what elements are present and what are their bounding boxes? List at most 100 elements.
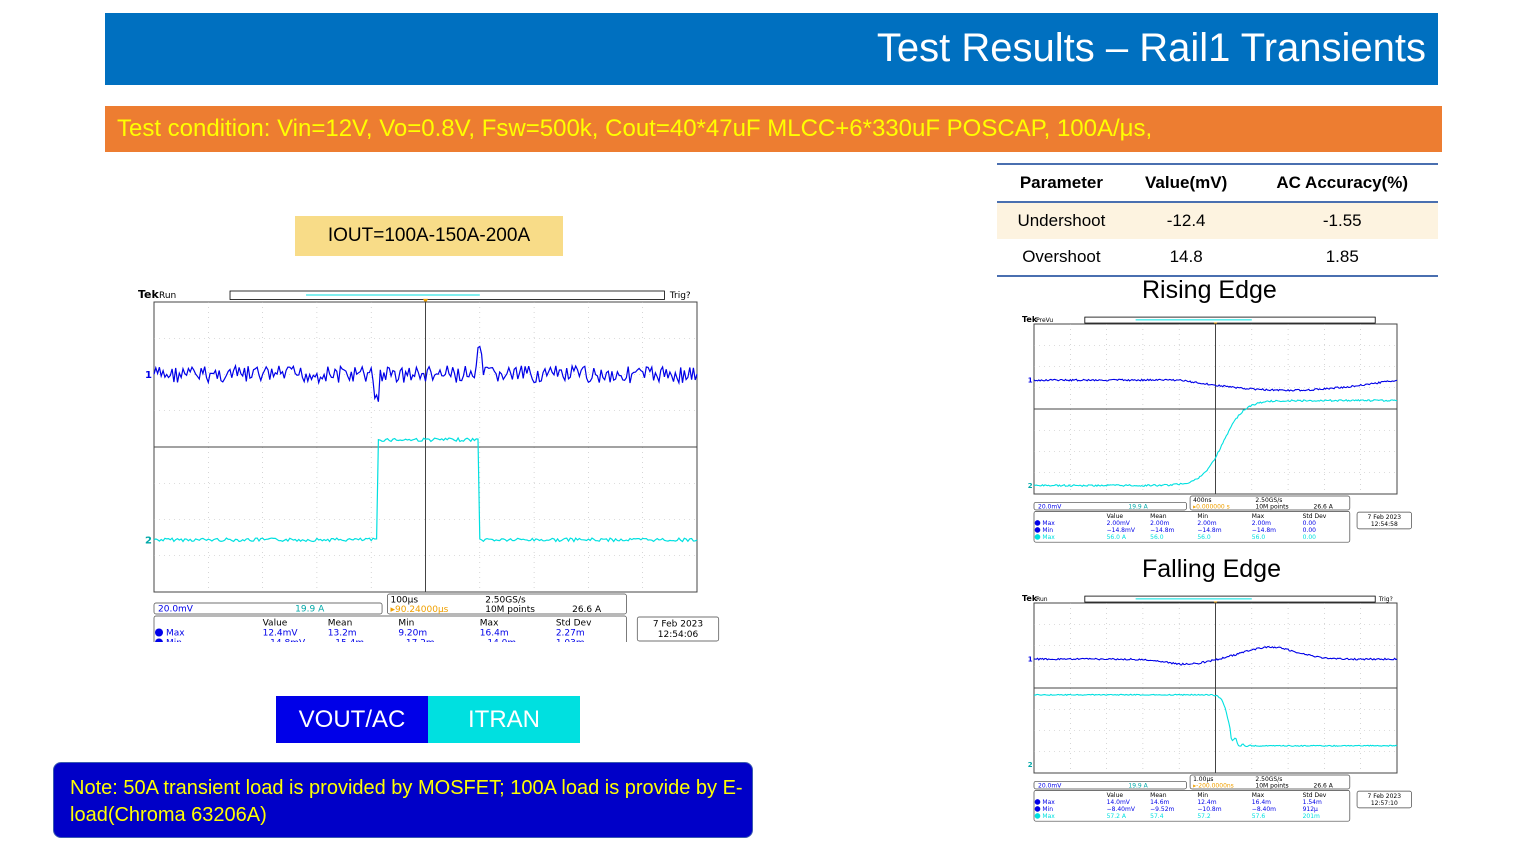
- measurement-value: −14.8m: [1252, 527, 1276, 534]
- measurement-value: 12.4m: [1197, 799, 1216, 806]
- page-title: Test Results – Rail1 Transients: [876, 26, 1426, 70]
- measurement-table: [153, 615, 627, 642]
- measurement-label: Max: [166, 629, 185, 639]
- measurement-value: 2.00mV: [1107, 520, 1131, 527]
- capture-date: 7 Feb 2023: [1368, 514, 1402, 521]
- measurement-value: 1.54m: [1303, 799, 1322, 806]
- table-cell: Undershoot: [997, 202, 1126, 239]
- channel-scale-box: [153, 602, 383, 615]
- timebase-box: [387, 593, 627, 615]
- trigger-level: 26.6 A: [572, 605, 602, 615]
- itran-waveform: [1033, 693, 1398, 748]
- capture-date: 7 Feb 2023: [653, 620, 703, 630]
- measurement-value: −8.40m: [1252, 806, 1276, 813]
- measurement-value: 56.0: [1252, 534, 1266, 541]
- measurement-label: Min: [1042, 527, 1053, 534]
- note-box: Note: 50A transient load is provided by …: [53, 762, 753, 838]
- results-header-row: Parameter Value(mV) AC Accuracy(%): [997, 163, 1438, 203]
- measurement-value: −14.8m: [1150, 527, 1174, 534]
- scope-brand: Tek: [1022, 315, 1038, 324]
- measurement-value: 12.4mV: [263, 629, 299, 639]
- measurement-header: Mean: [1150, 513, 1167, 520]
- measurement-value: 57.6: [1252, 813, 1266, 820]
- measurement-channel-icon: [1034, 813, 1041, 819]
- test-condition-bar: Test condition: Vin=12V, Vo=0.8V, Fsw=50…: [105, 106, 1442, 152]
- measurement-channel-icon: [1034, 527, 1041, 533]
- measurement-value: −14.8m: [1197, 527, 1221, 534]
- sample-rate: 2.50GS/s: [1255, 776, 1282, 783]
- datetime-box: [636, 616, 720, 642]
- timebase-box: [1189, 495, 1351, 511]
- measurement-value: 56.0: [1150, 534, 1164, 541]
- measurement-channel-icon: [1034, 806, 1041, 812]
- measurement-value: 912μ: [1303, 806, 1318, 813]
- scope-brand: Tek: [138, 288, 160, 301]
- ch2-marker-icon: 2: [1028, 761, 1033, 769]
- measurement-channel-icon: [1034, 534, 1041, 540]
- measurement-header: Min: [1197, 513, 1208, 520]
- measurement-value: 16.4m: [480, 629, 509, 639]
- vout-waveform: [1033, 378, 1398, 392]
- measurement-label: Min: [166, 639, 182, 643]
- measurement-table: [1033, 790, 1351, 822]
- ch2-marker-icon: 2: [145, 535, 152, 546]
- measurement-value: 57.4: [1150, 813, 1164, 820]
- table-row: Undershoot -12.4 -1.55: [997, 202, 1438, 239]
- measurement-channel-icon: [1034, 520, 1041, 526]
- trigger-position: ▸-200.0000ns: [1193, 783, 1234, 790]
- datetime-box: [1356, 511, 1412, 530]
- measurement-header: Mean: [328, 619, 353, 629]
- measurement-header: Std Dev: [1303, 792, 1327, 799]
- measurement-value: 2.00m: [1197, 520, 1216, 527]
- measurement-header: Max: [480, 619, 499, 629]
- scope-brand: Tek: [1022, 594, 1038, 603]
- measurement-header: Std Dev: [1303, 513, 1327, 520]
- measurement-value: 9.20m: [398, 629, 427, 639]
- timebase: 100μs: [390, 596, 418, 606]
- table-cell: 1.85: [1246, 239, 1438, 277]
- title-bar: Test Results – Rail1 Transients: [105, 13, 1438, 85]
- legend-vout: VOUT/AC: [276, 696, 428, 743]
- measurement-value: 1.03m: [556, 639, 585, 643]
- measurement-value: 2.00m: [1150, 520, 1169, 527]
- ch2-scale: 19.9 A: [1128, 503, 1148, 510]
- sample-rate: 2.50GS/s: [1255, 497, 1282, 504]
- scope-mode: PreVu: [1036, 317, 1053, 324]
- ch1-scale: 20.0mV: [1038, 782, 1062, 789]
- measurement-table: [1033, 511, 1351, 543]
- ch1-scale: 20.0mV: [158, 605, 194, 615]
- record-points: 10M points: [485, 605, 535, 615]
- measurement-label: Max: [1042, 520, 1055, 527]
- iout-label: IOUT=100A-150A-200A: [295, 216, 563, 256]
- measurement-value: 0.00: [1303, 527, 1317, 534]
- measurement-channel-icon: [155, 628, 163, 637]
- measurement-value: −14.8mV: [1107, 527, 1136, 534]
- trigger-level: 26.6 A: [1314, 504, 1334, 511]
- measurement-value: 2.00m: [1252, 520, 1271, 527]
- scope-mode: Run: [1036, 596, 1048, 603]
- trigger-position: ▸90.24000μs: [390, 605, 448, 615]
- measurement-value: 0.00: [1303, 534, 1317, 541]
- measurement-value: 56.0: [1197, 534, 1211, 541]
- channel-scale-box: [1033, 780, 1187, 790]
- ch1-marker-icon: 1: [145, 370, 152, 381]
- record-points: 10M points: [1255, 504, 1288, 511]
- scope-mode: Run: [159, 291, 176, 301]
- table-cell: Overshoot: [997, 239, 1126, 277]
- legend-itran: ITRAN: [428, 696, 580, 743]
- vout-waveform: [1033, 646, 1398, 666]
- timebase: 400ns: [1193, 497, 1211, 504]
- measurement-header: Min: [1197, 792, 1208, 799]
- measurement-header: Max: [1252, 792, 1265, 799]
- header-value: Value(mV): [1125, 163, 1247, 203]
- measurement-header: Value: [1107, 513, 1124, 520]
- timebase-box: [1189, 774, 1351, 790]
- itran-waveform: [153, 436, 698, 543]
- scope-trig-status: Trig?: [669, 291, 691, 301]
- measurement-value: 56.0 A: [1107, 534, 1127, 541]
- measurement-header: Value: [263, 619, 288, 629]
- capture-time: 12:57:10: [1371, 800, 1398, 807]
